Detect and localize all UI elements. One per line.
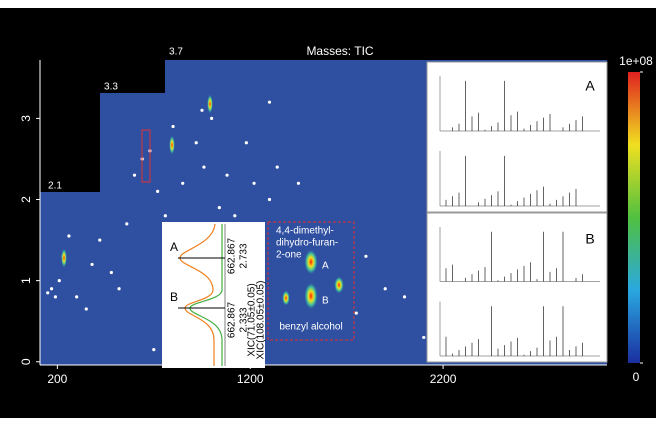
compound-label: dihydro-furan- xyxy=(276,238,338,249)
peak-point xyxy=(53,295,58,299)
peak-point xyxy=(171,124,175,129)
spectrum-panel xyxy=(426,212,608,363)
colorbar-label: 0 xyxy=(633,370,640,384)
spectrum-label: A xyxy=(585,78,595,94)
unmodulated-region xyxy=(40,60,165,192)
compound-label: benzyl alcohol xyxy=(279,322,342,333)
y-tick-label: 0 xyxy=(19,358,33,365)
peak-point xyxy=(252,181,256,185)
peak-blob xyxy=(282,290,290,306)
peak-blob xyxy=(304,249,318,275)
peak-label: A xyxy=(170,240,178,254)
x-tick-label: 2200 xyxy=(430,372,457,386)
inset-text: 662.867 xyxy=(227,301,238,338)
xic-curve xyxy=(179,223,216,366)
peak-point xyxy=(125,222,129,226)
peak-point xyxy=(383,287,387,291)
peak-point xyxy=(210,116,214,121)
inset-text: XIC(108.05±0.05) xyxy=(256,281,267,360)
inset-text: 2.733 xyxy=(239,243,250,268)
period-label: 3.3 xyxy=(104,82,118,93)
spot-label: B xyxy=(322,296,329,307)
peak-point xyxy=(296,181,301,185)
peak-point xyxy=(152,347,156,352)
colorbar-label: 1e+08 xyxy=(619,54,653,68)
spectrum-label: B xyxy=(585,231,594,247)
peak-point xyxy=(267,197,272,202)
inset-text: 2.333 xyxy=(239,307,250,332)
peak-point xyxy=(275,165,279,169)
x-tick-label: 200 xyxy=(47,372,67,386)
peak-point xyxy=(233,214,237,218)
peak-point xyxy=(90,262,94,267)
peak-blob xyxy=(169,135,175,155)
spot-label: A xyxy=(322,261,329,272)
peak-point xyxy=(117,287,121,291)
y-tick-label: 2 xyxy=(19,196,33,203)
peak-point xyxy=(75,295,79,299)
peak-point xyxy=(225,173,229,177)
peak-blob xyxy=(304,282,318,310)
peak-point xyxy=(194,141,198,145)
peak-point xyxy=(364,254,368,258)
period-label: 3.7 xyxy=(169,47,183,58)
peak-point xyxy=(109,270,113,275)
inset-text: XIC(71.05±0.05) xyxy=(247,283,258,356)
peak-label: B xyxy=(170,290,178,304)
x-tick-label: 1200 xyxy=(237,372,264,386)
peak-point xyxy=(46,291,50,295)
peak-blob xyxy=(207,94,213,114)
compound-label: 4,4-dimethyl- xyxy=(276,226,334,237)
period-label: 2.1 xyxy=(48,181,62,192)
peak-point xyxy=(163,214,167,218)
chart-title: Masses: TIC xyxy=(306,44,373,58)
peak-point xyxy=(202,165,206,169)
peak-point xyxy=(244,141,248,145)
y-tick-label: 1 xyxy=(19,277,33,284)
peak-point xyxy=(200,108,204,112)
peak-point xyxy=(217,206,221,210)
colorbar xyxy=(628,72,640,363)
peak-blob xyxy=(334,276,344,294)
peak-point xyxy=(98,238,102,242)
peak-point xyxy=(132,173,137,177)
y-tick-label: 3 xyxy=(19,115,33,122)
peak-point xyxy=(57,279,61,283)
peak-point xyxy=(422,335,426,340)
peak-point xyxy=(49,287,54,291)
peak-point xyxy=(84,307,88,311)
peak-point xyxy=(354,311,358,315)
peak-point xyxy=(267,100,272,104)
peak-point xyxy=(67,234,71,238)
peak-point xyxy=(181,181,185,185)
peak-point xyxy=(402,295,407,299)
peak-blob xyxy=(61,248,67,268)
zoom-box xyxy=(141,129,151,183)
peak-point xyxy=(156,189,160,194)
compound-label: 2-one xyxy=(276,250,302,261)
spectrum-panel xyxy=(426,61,608,213)
inset-text: 662.867 xyxy=(227,237,238,274)
